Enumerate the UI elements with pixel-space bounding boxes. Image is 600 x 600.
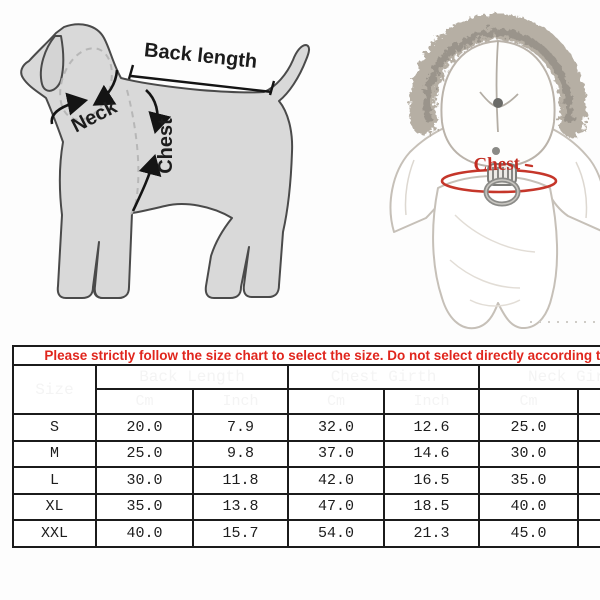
subheader-back-inch: Inch — [192, 388, 289, 415]
value-cell — [576, 492, 600, 521]
coat-body — [432, 175, 559, 330]
value-cell: 45.0 — [478, 519, 579, 548]
value-cell: 25.0 — [95, 439, 194, 468]
subheader-chest-cm: Cm — [287, 388, 385, 415]
value-cell — [576, 413, 600, 442]
table-row: XL 35.0 13.8 47.0 18.5 40.0 — [12, 492, 600, 521]
value-cell: 15.7 — [192, 519, 289, 548]
value-cell: 37.0 — [287, 439, 385, 468]
value-cell: 14.6 — [383, 439, 480, 468]
size-cell: M — [12, 439, 97, 468]
d-ring-buckle — [483, 163, 521, 207]
back-length-label: Back length — [143, 39, 258, 73]
size-chart: Please strictly follow the size chart to… — [12, 345, 600, 548]
table-row: M 25.0 9.8 37.0 14.6 30.0 — [12, 439, 600, 468]
hood-fur-trim — [409, 12, 587, 137]
value-cell: 32.0 — [287, 413, 385, 442]
value-cell: 30.0 — [95, 466, 194, 495]
coat-sleeve-creases — [404, 159, 588, 219]
table-row: XXL 40.0 15.7 54.0 21.3 45.0 — [12, 519, 600, 548]
subheader-chest-inch: Inch — [383, 388, 480, 415]
coat-snap — [492, 147, 500, 155]
value-cell: 40.0 — [95, 519, 194, 548]
value-cell: 35.0 — [478, 466, 579, 495]
column-group-chest-girth: Chest Girth — [287, 364, 480, 390]
coat-chest-label-dash — [524, 163, 534, 168]
coat-body-creases — [449, 214, 536, 307]
chest-girth-guide — [126, 89, 140, 215]
coat-chest-label: Chest — [473, 153, 521, 176]
value-cell: 21.3 — [383, 519, 480, 548]
size-cell: L — [12, 466, 97, 495]
value-cell: 20.0 — [95, 413, 194, 442]
dog-coat-product-image: Chest — [389, 12, 600, 330]
subheader-neck-inch: Inch — [576, 388, 600, 415]
size-cell: XXL — [12, 519, 97, 548]
value-cell: 16.5 — [383, 466, 480, 495]
value-cell — [576, 439, 600, 468]
subheader-back-cm: Cm — [95, 388, 194, 415]
value-cell: 40.0 — [478, 492, 579, 521]
chest-label: Chest — [155, 118, 177, 174]
column-group-back-length: Back Length — [95, 364, 289, 390]
table-row: L 30.0 11.8 42.0 16.5 35.0 — [12, 466, 600, 495]
column-header-size: Size — [12, 364, 97, 415]
column-group-neck-girth: Neck Girth — [477, 364, 600, 390]
hood-fur-speckle — [423, 27, 573, 124]
neck-arrow-left — [50, 92, 89, 125]
value-cell: 7.9 — [192, 413, 289, 442]
chest-arrow-down — [145, 89, 172, 135]
value-cell: 9.8 — [192, 439, 289, 468]
size-chart-notice: Please strictly follow the size chart to… — [12, 345, 600, 366]
value-cell: 42.0 — [287, 466, 385, 495]
value-cell: 25.0 — [478, 413, 579, 442]
neck-arrow-right — [92, 69, 119, 106]
value-cell: 47.0 — [287, 492, 385, 521]
value-cell — [576, 466, 600, 495]
value-cell: 12.6 — [383, 413, 480, 442]
value-cell: 13.8 — [192, 492, 289, 521]
size-cell: XL — [12, 492, 97, 521]
value-cell: 30.0 — [478, 439, 579, 468]
value-cell: 54.0 — [287, 519, 385, 548]
chest-arrow-up — [131, 153, 162, 212]
dog-ear — [39, 35, 65, 92]
value-cell: 18.5 — [383, 492, 480, 521]
value-cell: 35.0 — [95, 492, 194, 521]
size-cell: S — [12, 413, 97, 442]
table-row: S 20.0 7.9 32.0 12.6 25.0 — [12, 413, 600, 442]
back-length-dimension — [127, 64, 276, 96]
hood-button — [493, 98, 503, 108]
value-cell — [576, 519, 600, 548]
subheader-neck-cm: Cm — [478, 388, 579, 415]
dog-measurement-diagram: Back length Neck Chest — [20, 23, 310, 299]
value-cell: 11.8 — [192, 466, 289, 495]
